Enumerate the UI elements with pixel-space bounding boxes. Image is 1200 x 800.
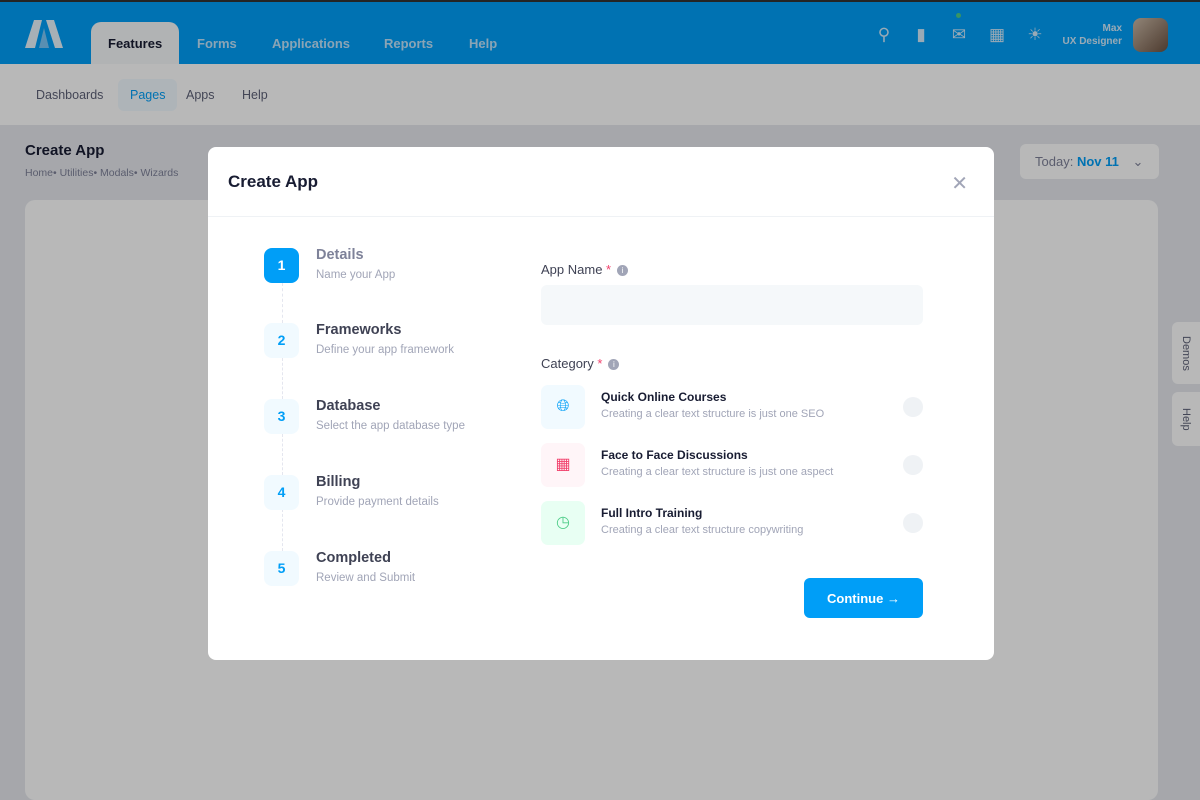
step-title: Database [316, 398, 381, 414]
grid-icon: ▦ [541, 443, 585, 487]
step-title: Billing [316, 474, 361, 490]
modal-title: Create App [228, 172, 319, 191]
step-title: Frameworks [316, 322, 402, 338]
step-title: Completed [316, 550, 391, 566]
step-connector [282, 283, 283, 323]
date-picker-button[interactable]: Today: Nov 11 ⌄ [1020, 144, 1159, 179]
step-number: 5 [264, 551, 299, 586]
category-option-full-intro-training[interactable]: ◷ Full Intro Training Creating a clear tex… [541, 501, 923, 545]
subnav-pages[interactable]: Pages [118, 79, 178, 111]
apps-grid-icon[interactable]: ▦ [988, 25, 1006, 44]
modal-header: Create App ✕ [208, 147, 994, 217]
option-title: Face to Face Discussions [601, 448, 748, 462]
notification-dot [956, 13, 961, 18]
globe-icon: 🌐︎ [541, 385, 585, 429]
category-option-face-to-face[interactable]: ▦ Face to Face Discussions Creating a clea… [541, 443, 923, 487]
chart-icon[interactable]: ▮ [916, 25, 926, 44]
step-connector [282, 509, 283, 551]
subnav-help[interactable]: Help [242, 88, 268, 102]
user-role: UX Designer [1062, 36, 1122, 47]
option-desc: Creating a clear text structure is just … [601, 408, 825, 420]
step-desc: Select the app database type [316, 420, 465, 432]
step-connector [282, 358, 283, 399]
option-title: Quick Online Courses [601, 390, 727, 404]
top-navbar: Features Forms Applications Reports Help… [0, 0, 1200, 66]
option-desc: Creating a clear text structure is just … [601, 466, 834, 478]
step-number: 2 [264, 323, 299, 358]
clock-icon: ◷ [541, 501, 585, 545]
avatar[interactable] [1133, 18, 1168, 52]
step-desc: Name your App [316, 269, 396, 281]
tab-applications[interactable]: Applications [272, 36, 351, 51]
subnav-apps[interactable]: Apps [186, 88, 215, 102]
step-title: Details [316, 247, 364, 263]
step-desc: Provide payment details [316, 496, 439, 508]
step-number: 1 [264, 248, 299, 283]
option-radio[interactable] [903, 397, 923, 417]
step-number: 3 [264, 399, 299, 434]
step-connector [282, 434, 283, 475]
tab-help[interactable]: Help [469, 36, 498, 51]
breadcrumb: Home• Utilities• Modals• Wizards [25, 167, 179, 179]
demos-tab[interactable]: Demos [1172, 322, 1200, 384]
chat-icon[interactable]: ✉ [951, 25, 967, 44]
info-icon[interactable]: i [617, 265, 629, 276]
category-label: Category * i [541, 356, 620, 371]
sub-navbar: Dashboards Pages Apps Help [0, 64, 1200, 125]
tab-forms[interactable]: Forms [197, 36, 237, 51]
help-tab[interactable]: Help [1172, 392, 1200, 446]
continue-button[interactable]: Continue → [804, 578, 923, 618]
sun-icon[interactable]: ☀ [1027, 25, 1043, 44]
date-label: Today: [1035, 154, 1074, 169]
required-mark: * [597, 356, 603, 371]
tab-reports[interactable]: Reports [384, 36, 434, 51]
app-name-label: App Name * i [541, 262, 629, 277]
step-number: 4 [264, 475, 299, 510]
info-icon[interactable]: i [608, 359, 620, 370]
subnav-dashboards[interactable]: Dashboards [36, 88, 104, 102]
option-desc: Creating a clear text structure copywrit… [601, 524, 804, 536]
option-radio[interactable] [903, 513, 923, 533]
close-icon[interactable]: ✕ [951, 173, 968, 195]
chevron-down-icon: ⌄ [1132, 154, 1144, 169]
user-info[interactable]: Max UX Designer [1063, 22, 1122, 48]
step-desc: Define your app framework [316, 344, 455, 356]
tab-features[interactable]: Features [91, 22, 180, 66]
label-text: Category [541, 356, 594, 371]
search-icon[interactable]: ⚲ [877, 25, 891, 44]
create-app-modal: Create App ✕ 1 Details Name your App 2 Fram… [208, 147, 994, 660]
date-value: Nov 11 [1076, 154, 1119, 169]
category-option-quick-online-courses[interactable]: 🌐︎ Quick Online Courses Creating a clear t… [541, 385, 923, 429]
option-title: Full Intro Training [601, 506, 703, 520]
page-title: Create App [25, 142, 105, 159]
label-text: App Name [541, 262, 603, 277]
logo[interactable] [25, 20, 63, 48]
required-mark: * [606, 262, 612, 277]
app-name-input[interactable] [541, 285, 923, 325]
user-name: Max [1102, 23, 1122, 34]
step-desc: Review and Submit [316, 572, 416, 584]
option-radio[interactable] [903, 455, 923, 475]
